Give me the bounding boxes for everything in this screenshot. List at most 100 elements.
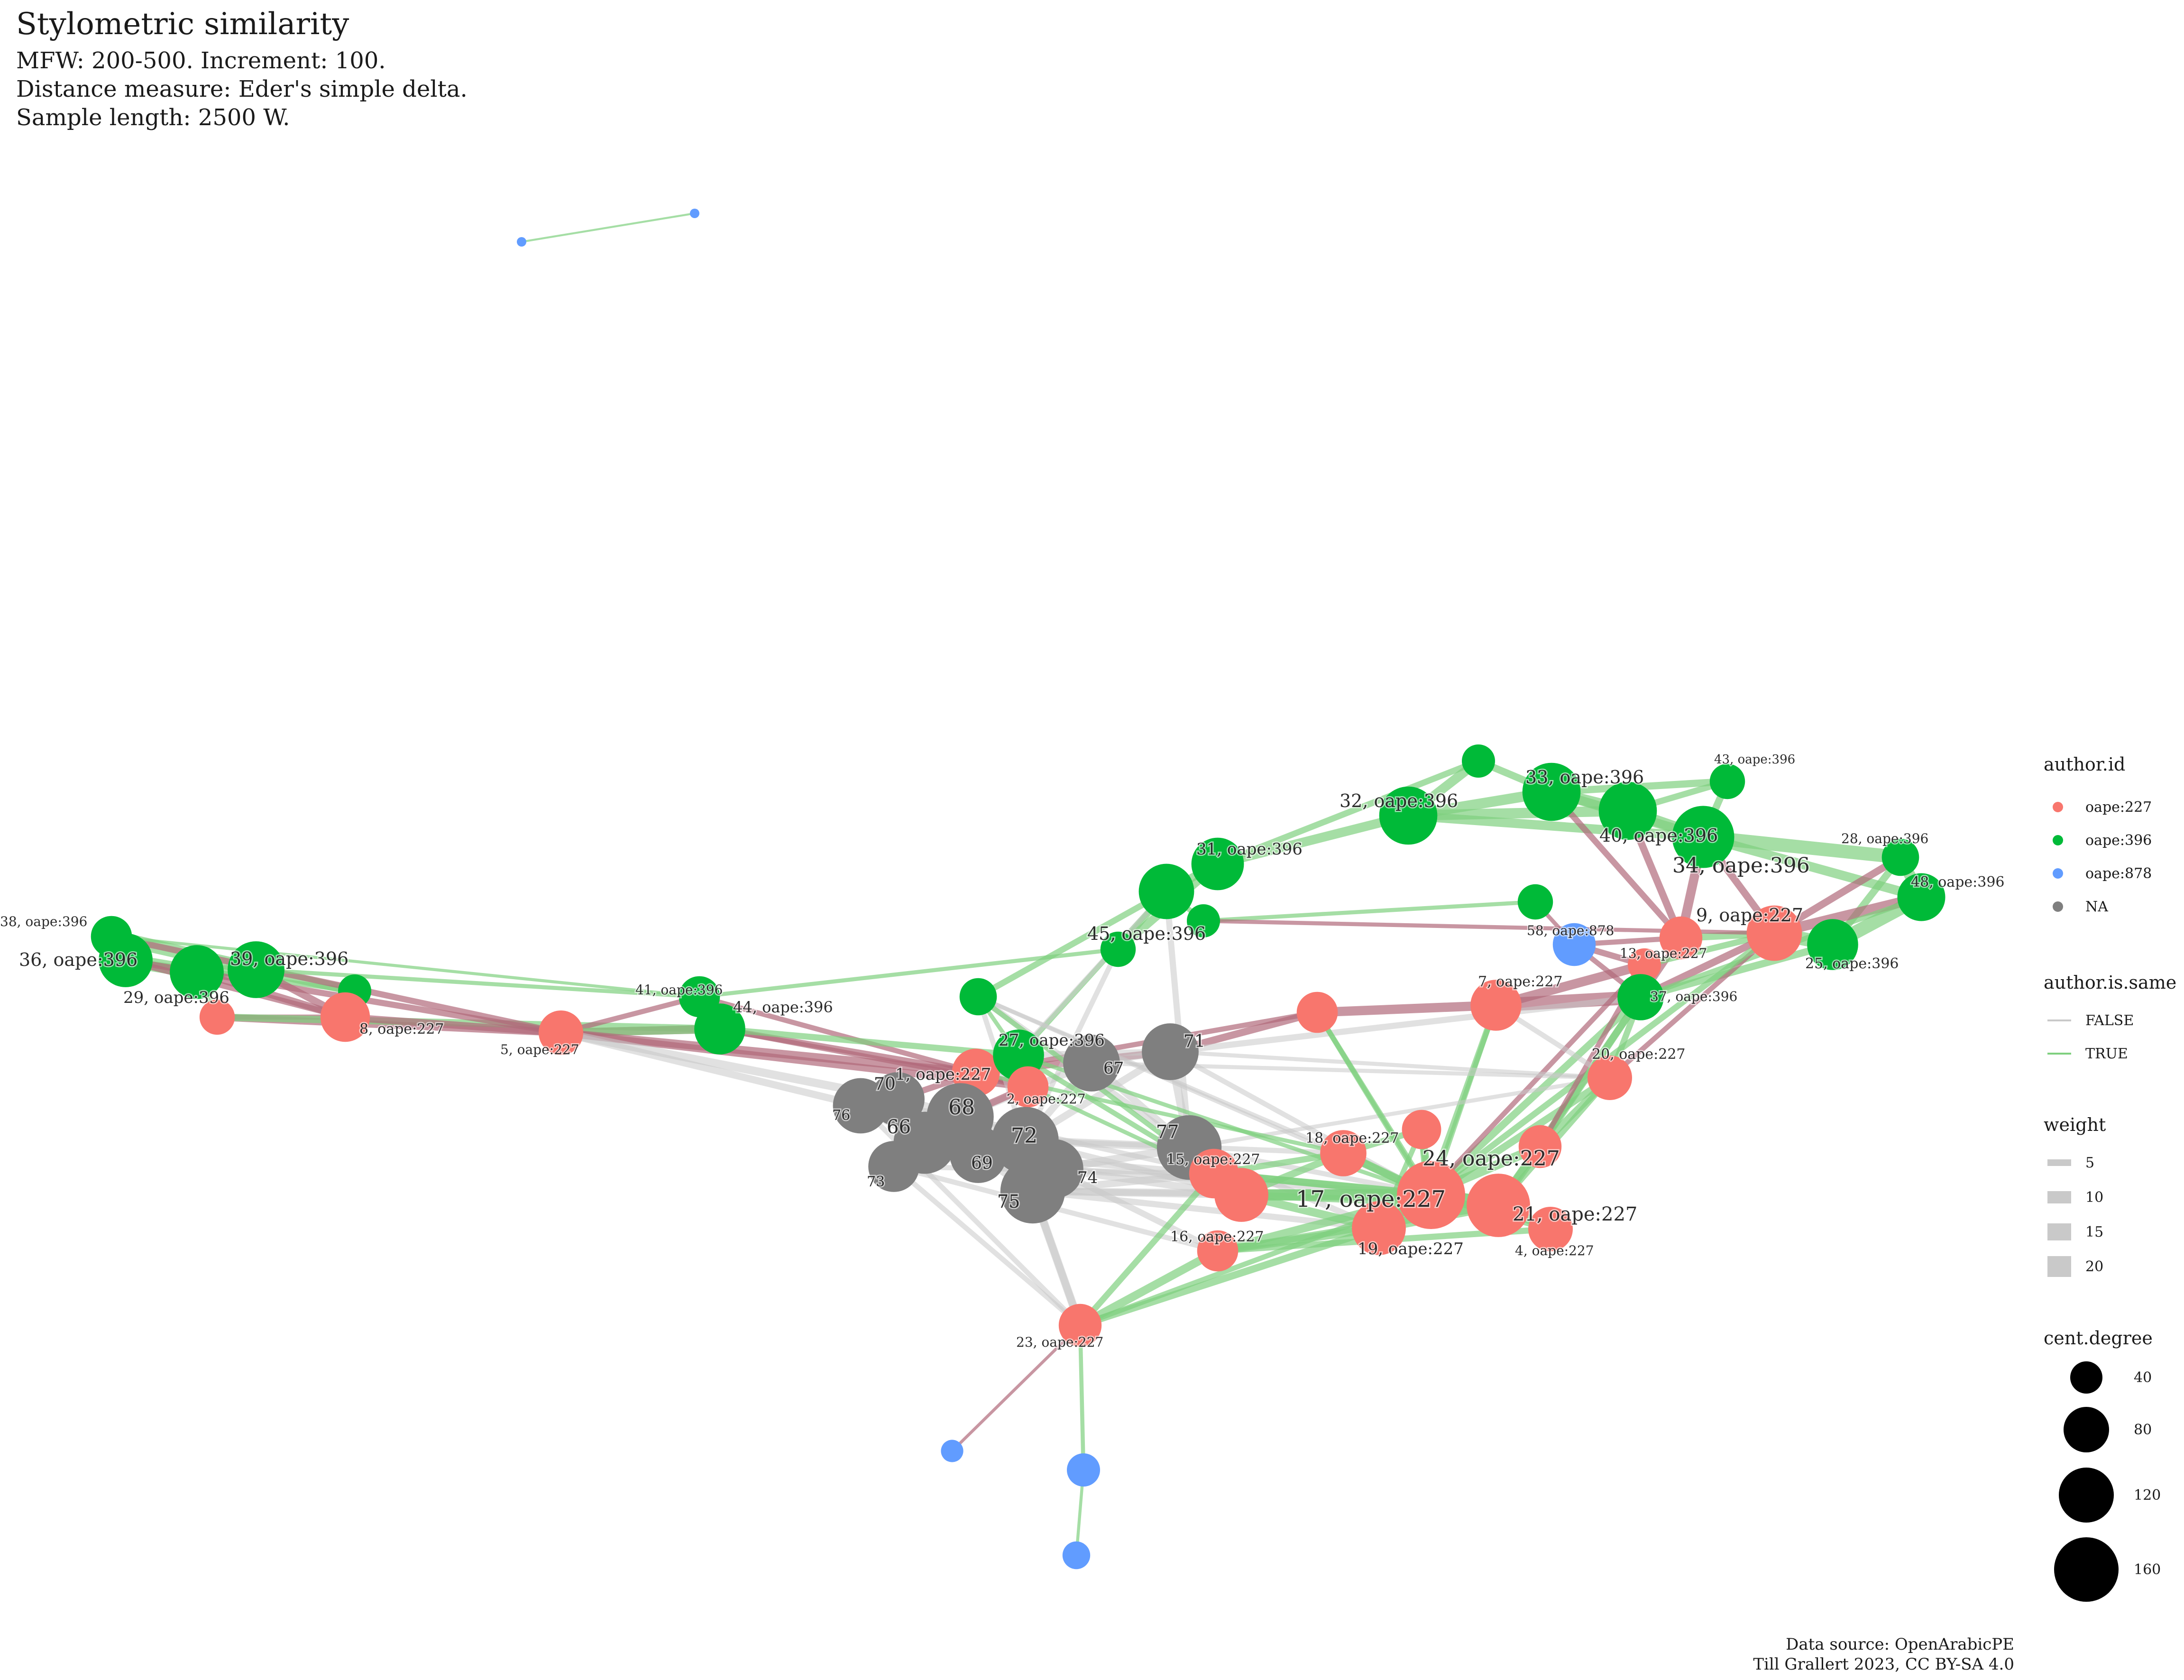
node-label-28: 28, oape:396 xyxy=(1841,831,1928,846)
legend-cent-degree-title: cent.degree xyxy=(2044,1328,2153,1349)
legend-label-degree-80: 80 xyxy=(2134,1422,2152,1438)
node-b3 xyxy=(941,1440,964,1462)
node-label-67: 67 xyxy=(1103,1059,1124,1078)
nodes-layer xyxy=(91,209,1945,1570)
edges-layer xyxy=(104,212,1927,1556)
node-label-16: 16, oape:227 xyxy=(1170,1229,1264,1245)
node-label-15: 15, oape:227 xyxy=(1166,1151,1260,1168)
node-label-44: 44, oape:396 xyxy=(733,998,833,1016)
node-label-9: 9, oape:227 xyxy=(1696,905,1803,926)
node-label-45: 45, oape:396 xyxy=(1087,923,1206,944)
node-label-38: 38, oape:396 xyxy=(0,914,87,929)
node-label-39: 39, oape:396 xyxy=(230,948,349,969)
plot-subtitle-line-3: Sample length: 2500 W. xyxy=(16,104,290,131)
legend-label-oape878: oape:878 xyxy=(2085,865,2152,882)
legend-label-oape227: oape:227 xyxy=(2085,799,2152,816)
node-label-70: 70 xyxy=(874,1074,896,1094)
node-label-32: 32, oape:396 xyxy=(1340,790,1458,811)
node-18 xyxy=(1320,1130,1367,1176)
node-75 xyxy=(1000,1158,1065,1224)
edge-23-b3 xyxy=(951,1324,1082,1452)
plot-subtitle-line-1: MFW: 200-500. Increment: 100. xyxy=(16,47,386,74)
node-39 xyxy=(228,941,284,998)
node-label-33: 33, oape:396 xyxy=(1525,767,1644,788)
plot-subtitle-line-2: Distance measure: Eder's simple delta. xyxy=(16,76,468,102)
node-8 xyxy=(320,992,370,1042)
edge-p3-p5 xyxy=(976,889,1168,1000)
node-7 xyxy=(1470,980,1522,1031)
node-b4 xyxy=(1067,1453,1100,1487)
node-p2 xyxy=(199,999,235,1035)
legend-key-degree-160 xyxy=(2054,1537,2119,1602)
legend-weight-title: weight xyxy=(2044,1114,2106,1135)
legend-author-id: author.id oape:227 oape:396 oape:878 NA xyxy=(2044,754,2152,915)
legend-label-oape396: oape:396 xyxy=(2085,832,2152,849)
edge-b1-b2 xyxy=(521,212,695,243)
node-label-8: 8, oape:227 xyxy=(359,1021,444,1037)
node-label-29: 29, oape:396 xyxy=(123,988,229,1007)
node-label-19: 19, oape:227 xyxy=(1358,1239,1464,1258)
edge-38-41 xyxy=(111,935,700,999)
legend-key-degree-120 xyxy=(2059,1468,2114,1523)
node-2 xyxy=(1007,1066,1049,1108)
edge-5-76 xyxy=(560,1029,862,1110)
node-label-27: 27, oape:396 xyxy=(999,1031,1105,1050)
node-label-43: 43, oape:396 xyxy=(1714,753,1795,767)
node-44 xyxy=(694,1003,745,1055)
node-label-66: 66 xyxy=(887,1116,911,1138)
node-13 xyxy=(1628,948,1661,982)
node-label-17: 17, oape:227 xyxy=(1296,1186,1446,1212)
edge-39-41 xyxy=(256,967,700,999)
node-label-48: 48, oape:396 xyxy=(1911,874,2005,890)
node-label-73: 73 xyxy=(867,1174,885,1190)
edge-5-2 xyxy=(560,1029,1028,1091)
node-label-5: 5, oape:227 xyxy=(500,1042,579,1057)
node-p8 xyxy=(1517,884,1553,920)
node-p9 xyxy=(1296,991,1338,1033)
legend-key-degree-80 xyxy=(2064,1407,2109,1452)
node-48 xyxy=(1897,873,1945,921)
node-73 xyxy=(868,1141,919,1192)
node-label-21: 21, oape:227 xyxy=(1513,1203,1637,1225)
node-p5 xyxy=(1138,863,1194,919)
node-58 xyxy=(1552,923,1596,966)
node-label-4: 4, oape:227 xyxy=(1515,1243,1594,1258)
node-5 xyxy=(539,1010,583,1055)
edge-41-1 xyxy=(698,994,977,1075)
node-31 xyxy=(1191,837,1244,890)
legend: author.id oape:227 oape:396 oape:878 NA … xyxy=(2044,754,2176,1602)
node-67 xyxy=(1063,1035,1120,1092)
node-28 xyxy=(1881,838,1919,876)
node-label-7: 7, oape:227 xyxy=(1478,973,1562,990)
node-17 xyxy=(1397,1161,1465,1229)
node-label-69: 69 xyxy=(971,1154,993,1173)
node-label-34: 34, oape:396 xyxy=(1672,854,1810,878)
edge-8-5 xyxy=(345,1013,561,1037)
legend-label-weight-10: 10 xyxy=(2085,1189,2103,1206)
edge-p9-7 xyxy=(1317,1001,1496,1017)
node-label-77: 77 xyxy=(1156,1121,1179,1142)
edge-13-24 xyxy=(1426,963,1646,1196)
node-4 xyxy=(1528,1207,1573,1251)
node-33 xyxy=(1522,762,1581,821)
node-label-24: 24, oape:227 xyxy=(1422,1147,1560,1171)
legend-label-true: TRUE xyxy=(2085,1046,2128,1062)
legend-key-oape878 xyxy=(2053,868,2063,879)
node-40 xyxy=(1598,781,1657,840)
edge-p5-77 xyxy=(1163,891,1193,1148)
legend-label-degree-40: 40 xyxy=(2134,1369,2152,1386)
node-labels-layer: 38, oape:396 36, oape:396 29, oape:39639, … xyxy=(0,752,2006,1351)
node-p11 xyxy=(1214,1168,1268,1222)
node-p10 xyxy=(1402,1110,1441,1149)
node-label-23: 23, oape:227 xyxy=(1016,1334,1103,1350)
node-label-74: 74 xyxy=(1077,1168,1098,1187)
node-label-37: 37, oape:396 xyxy=(1650,989,1737,1004)
edge-34-48 xyxy=(1702,832,1923,902)
edge-73-23 xyxy=(892,1164,1082,1328)
node-label-13: 13, oape:227 xyxy=(1620,946,1707,961)
node-37 xyxy=(1617,974,1664,1020)
edge-p4-p8 xyxy=(1203,900,1536,923)
node-label-2: 2, oape:227 xyxy=(1007,1091,1086,1107)
edge-p9-17 xyxy=(1315,1011,1433,1196)
